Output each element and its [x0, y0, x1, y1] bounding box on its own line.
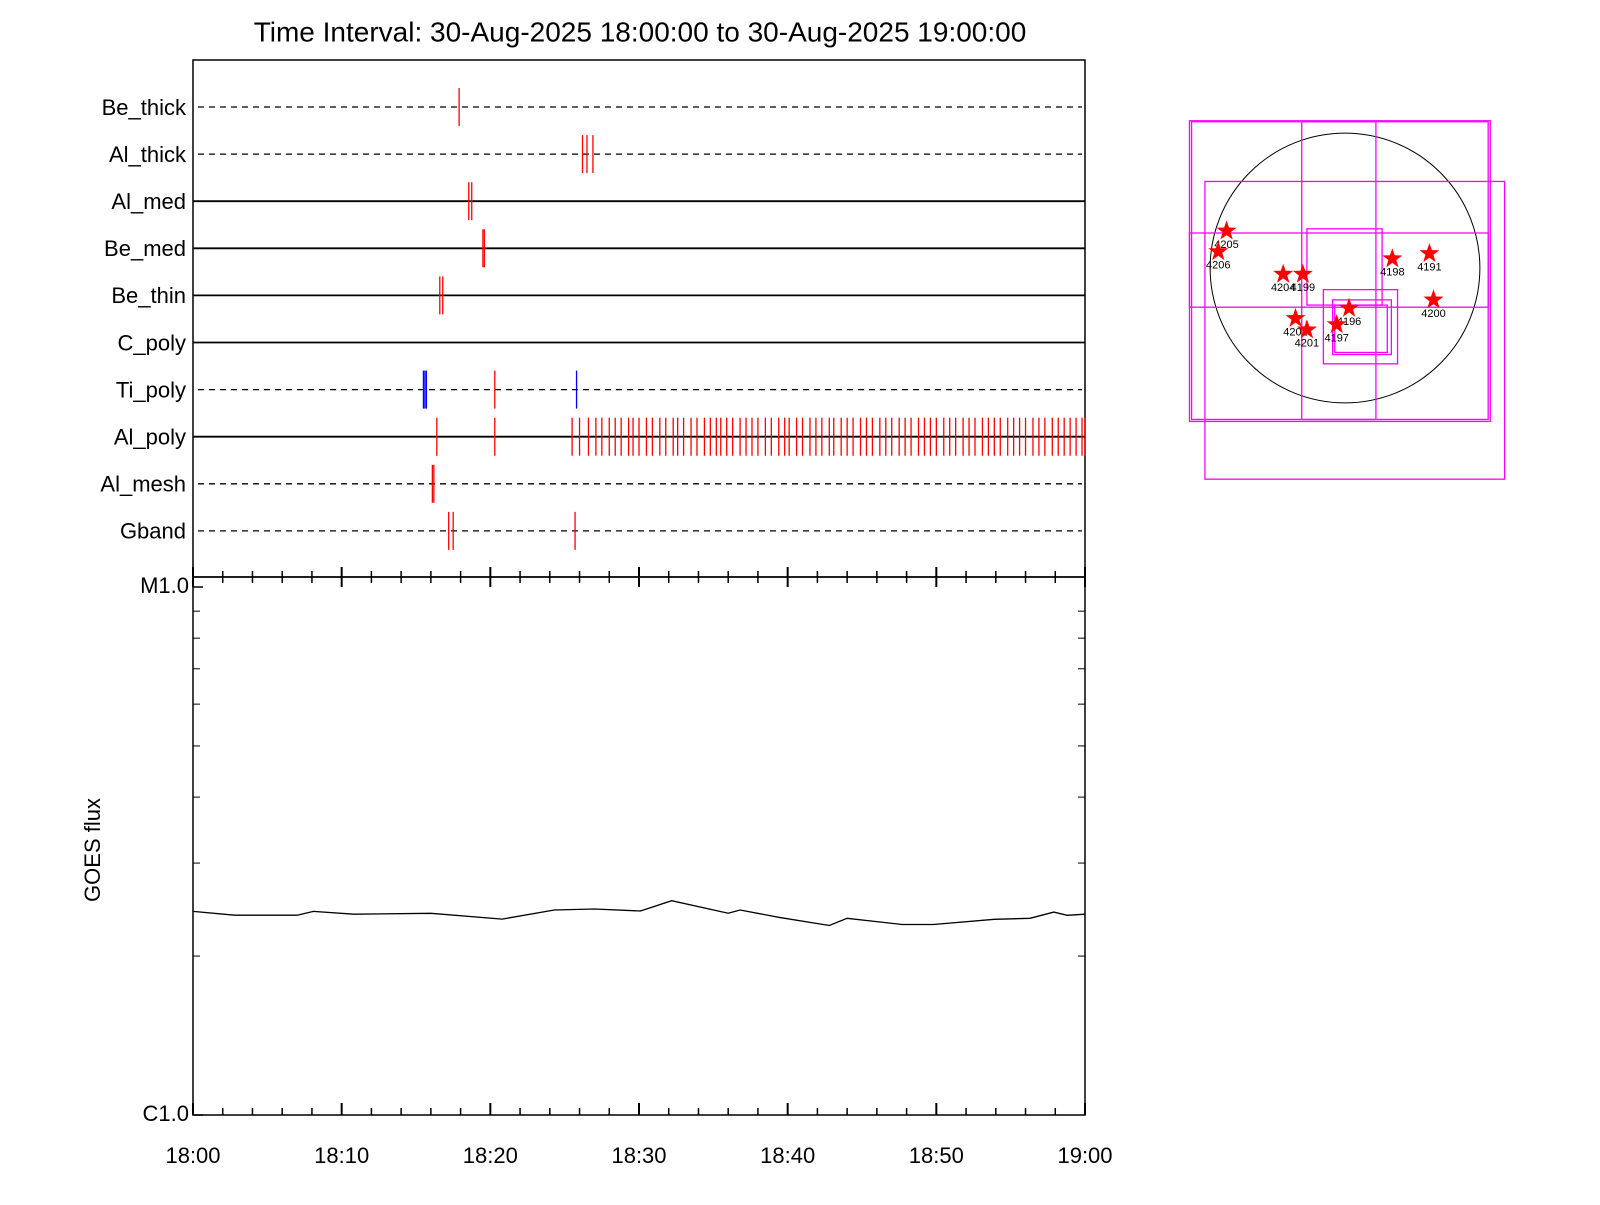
- y-axis-label: GOES flux: [80, 798, 105, 902]
- row-label: Be_thin: [111, 283, 186, 308]
- row-label: Al_poly: [114, 425, 186, 450]
- region-label: 4206: [1206, 259, 1230, 271]
- region-star: [1208, 241, 1229, 261]
- region-star: [1339, 297, 1360, 317]
- row-label: Be_med: [104, 236, 186, 261]
- row-label: Al_mesh: [100, 472, 186, 497]
- region-star: [1285, 307, 1306, 327]
- x-tick-label: 18:30: [611, 1143, 666, 1168]
- y-tick-label: C1.0: [143, 1101, 189, 1126]
- region-label: 4196: [1337, 316, 1361, 328]
- fov-box: [1306, 228, 1383, 306]
- region-label: 4199: [1291, 282, 1315, 294]
- region-star: [1292, 263, 1313, 283]
- fov-box: [1334, 304, 1388, 354]
- fov-box: [1301, 121, 1377, 421]
- x-tick-label: 18:00: [165, 1143, 220, 1168]
- row-label: C_poly: [118, 330, 186, 355]
- row-label: Be_thick: [102, 95, 187, 120]
- row-label: Gband: [120, 519, 186, 544]
- region-label: 4198: [1380, 267, 1404, 279]
- x-tick-label: 18:10: [314, 1143, 369, 1168]
- region-label: 4200: [1421, 308, 1445, 320]
- chart-title: Time Interval: 30-Aug-2025 18:00:00 to 3…: [254, 16, 1027, 47]
- region-star: [1216, 220, 1237, 240]
- region-label: 4201: [1295, 338, 1319, 350]
- fov-box: [1322, 288, 1399, 365]
- row-label: Al_thick: [109, 142, 187, 167]
- row-label: Ti_poly: [116, 377, 186, 402]
- region-star: [1326, 314, 1347, 334]
- region-star: [1296, 319, 1317, 339]
- x-tick-label: 19:00: [1057, 1143, 1112, 1168]
- x-tick-label: 18:40: [760, 1143, 815, 1168]
- region-star: [1382, 248, 1403, 268]
- y-tick-label: M1.0: [140, 573, 189, 598]
- fov-box: [1190, 121, 1489, 421]
- region-label: 4204: [1271, 282, 1295, 294]
- region-label: 4191: [1417, 261, 1441, 273]
- fov-box: [1188, 232, 1489, 308]
- region-star: [1423, 289, 1444, 309]
- x-tick-label: 18:20: [463, 1143, 518, 1168]
- x-tick-label: 18:50: [909, 1143, 964, 1168]
- goes-line: [192, 900, 1086, 927]
- solar-disk: [1209, 132, 1481, 404]
- fov-box: [1204, 180, 1506, 480]
- goes-frame: [192, 576, 1086, 1116]
- timeline-frame: [192, 59, 1086, 578]
- row-label: Al_med: [111, 189, 186, 214]
- region-star: [1273, 263, 1294, 283]
- region-star: [1419, 243, 1440, 262]
- fov-box: [1188, 120, 1491, 423]
- region-label: 4197: [1324, 333, 1348, 345]
